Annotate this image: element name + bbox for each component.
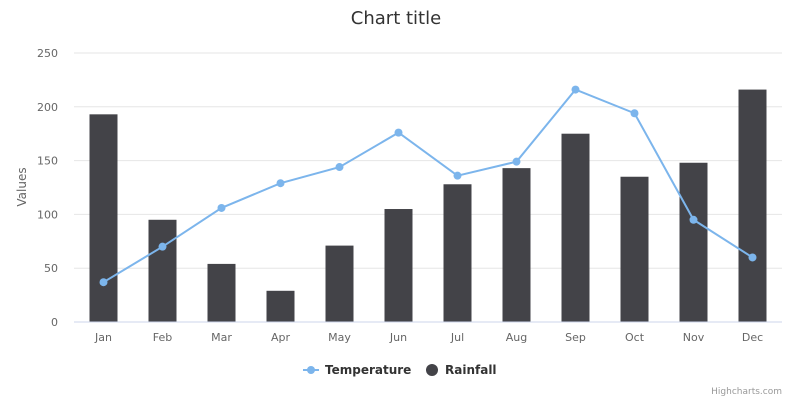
temperature-point[interactable] <box>571 85 580 94</box>
y-axis-label: Values <box>15 167 29 206</box>
y-tick-label: 150 <box>37 155 58 168</box>
temperature-line <box>102 88 754 284</box>
credits[interactable]: Highcharts.com <box>711 387 782 397</box>
temperature-point[interactable] <box>335 163 344 172</box>
rainfall-bar[interactable] <box>207 263 236 322</box>
rainfall-bar[interactable] <box>620 176 649 322</box>
temperature-point[interactable] <box>217 203 226 212</box>
temperature-point[interactable] <box>512 157 521 166</box>
rainfall-bar[interactable] <box>148 219 177 322</box>
x-tick-label: Dec <box>742 331 763 344</box>
temperature-point[interactable] <box>630 109 639 118</box>
x-tick-label: Jul <box>450 331 464 344</box>
y-tick-label: 200 <box>37 101 58 114</box>
rainfall-bar[interactable] <box>443 184 472 322</box>
legend-item-rainfall[interactable]: Rainfall <box>445 363 497 377</box>
x-tick-label: Mar <box>211 331 232 344</box>
x-axis-ticks: Jan Feb Mar Apr May Jun Jul Aug Sep Oct Nov Dec <box>94 331 763 344</box>
rainfall-bar[interactable] <box>738 89 767 322</box>
legend-item-temperature[interactable]: Temperature <box>325 363 411 377</box>
y-axis-ticks: 0 50 100 150 200 250 <box>37 47 58 329</box>
rainfall-bar[interactable] <box>561 133 590 322</box>
x-tick-label: Aug <box>506 331 527 344</box>
rainfall-bar[interactable] <box>502 168 531 322</box>
x-tick-label: Jan <box>94 331 112 344</box>
x-tick-label: Feb <box>153 331 172 344</box>
temperature-point[interactable] <box>158 242 167 251</box>
temperature-point[interactable] <box>394 128 403 137</box>
chart-title: Chart title <box>351 8 441 29</box>
temperature-series <box>99 85 757 287</box>
rainfall-bar[interactable] <box>266 290 295 322</box>
rainfall-bars <box>89 89 767 322</box>
x-tick-label: Jun <box>389 331 407 344</box>
legend-rainfall-marker-icon <box>426 364 438 376</box>
temperature-point[interactable] <box>276 179 285 188</box>
legend: Temperature Rainfall <box>303 363 497 377</box>
x-tick-label: Apr <box>271 331 291 344</box>
x-tick-label: Oct <box>625 331 645 344</box>
temperature-point[interactable] <box>689 215 698 224</box>
legend-temperature-marker-icon <box>307 366 315 374</box>
rainfall-bar[interactable] <box>384 209 413 322</box>
temperature-point[interactable] <box>453 171 462 180</box>
temperature-point[interactable] <box>99 278 108 287</box>
x-tick-label: Sep <box>565 331 586 344</box>
y-tick-label: 100 <box>37 208 58 221</box>
x-tick-label: Nov <box>683 331 705 344</box>
y-tick-label: 250 <box>37 47 58 60</box>
x-tick-label: May <box>328 331 351 344</box>
rainfall-bar[interactable] <box>89 114 118 322</box>
rainfall-bar[interactable] <box>325 245 354 322</box>
gridlines <box>74 52 782 269</box>
rainfall-bar[interactable] <box>679 162 708 322</box>
temperature-point[interactable] <box>748 253 757 262</box>
y-tick-label: 50 <box>44 262 58 275</box>
y-tick-label: 0 <box>51 316 58 329</box>
